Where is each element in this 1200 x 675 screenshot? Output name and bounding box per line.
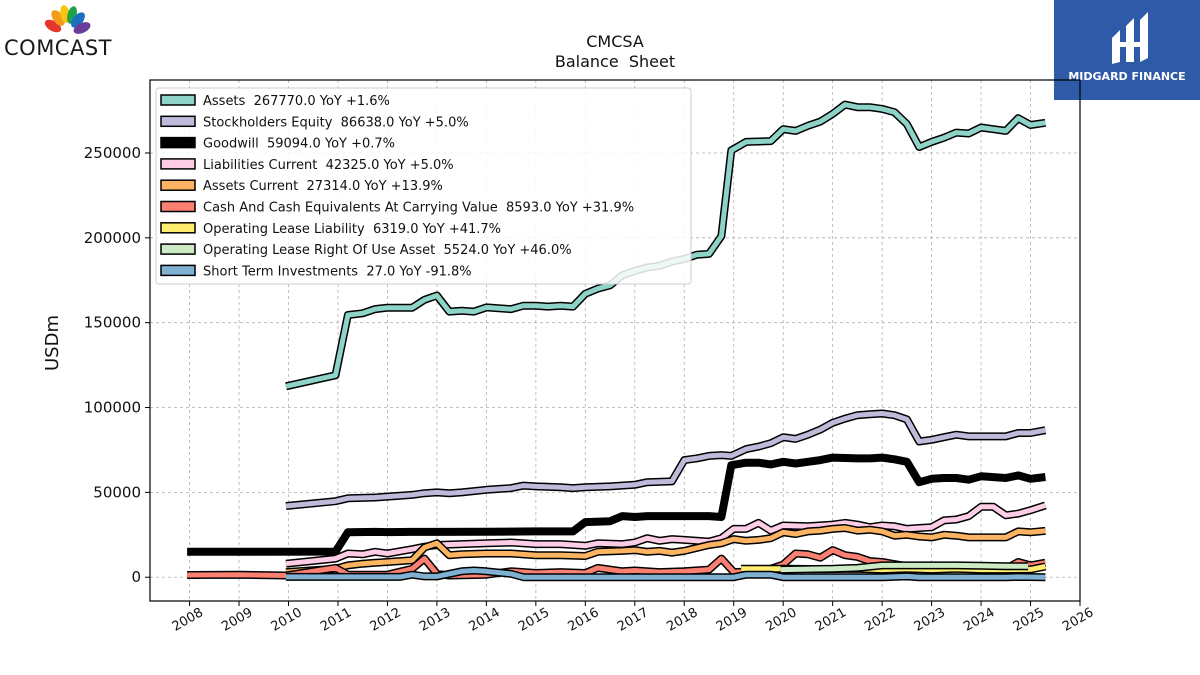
legend-swatch: [160, 94, 196, 106]
chart-title: CMCSA: [586, 32, 644, 51]
legend-swatch: [160, 136, 196, 149]
x-tick-label: 2024: [961, 605, 997, 635]
y-tick-label: 200000: [84, 229, 141, 247]
plot-frame: [149, 79, 1081, 602]
series-2: [187, 453, 1046, 556]
comcast-wordmark: COMCAST: [4, 36, 112, 60]
legend-label: Operating Lease Liability 6319.0 YoY +41…: [203, 222, 501, 237]
legend-swatch: [160, 222, 196, 234]
x-tick-label: 2018: [664, 605, 700, 635]
x-tick-label: 2014: [467, 605, 503, 635]
x-tick-label: 2025: [1011, 605, 1047, 635]
x-tick-label: 2020: [763, 605, 799, 635]
series-line: [285, 411, 1046, 509]
x-tick-label: 2022: [862, 605, 898, 635]
peacock-icon: [44, 5, 91, 34]
x-tick-label: 2026: [1060, 605, 1096, 635]
legend-label: Assets 267770.0 YoY +1.6%: [203, 94, 390, 109]
y-tick-label: 100000: [84, 399, 141, 417]
x-tick-label: 2023: [912, 605, 948, 635]
legend-label: Short Term Investments 27.0 YoY -91.8%: [203, 264, 472, 279]
y-tick-label: 0: [131, 568, 141, 586]
x-tick-label: 2019: [714, 605, 750, 635]
series-line: [780, 562, 1029, 573]
y-axis-ticks: 0 50000 100000 150000 200000 250000: [84, 144, 150, 586]
y-tick-label: 250000: [84, 144, 141, 162]
x-tick-label: 2013: [417, 605, 453, 635]
legend-label: Cash And Cash Equivalents At Carrying Va…: [203, 201, 634, 216]
series-line: [285, 525, 1046, 575]
comcast-logo: COMCAST: [4, 4, 134, 60]
legend-swatch: [160, 264, 196, 277]
chart-subtitle: Balance Sheet: [555, 52, 675, 71]
x-tick-label: 2011: [318, 605, 354, 635]
legend-swatch: [160, 115, 196, 128]
legend-label: Assets Current 27314.0 YoY +13.9%: [203, 179, 443, 194]
y-tick-label: 150000: [84, 314, 141, 332]
legend-swatch: [160, 158, 196, 170]
legend: Assets 267770.0 YoY +1.6% Stockholders Eq…: [155, 87, 692, 285]
legend-swatch: [160, 179, 196, 191]
midgard-emblem-icon: [1112, 12, 1148, 64]
series-1: [285, 409, 1047, 510]
legend-box: [155, 87, 692, 285]
legend-label: Stockholders Equity 86638.0 YoY +5.0%: [203, 115, 469, 130]
series-line: [187, 453, 1046, 556]
x-tick-label: 2012: [368, 605, 404, 635]
x-tick-label: 2015: [516, 605, 552, 635]
legend-swatch: [160, 243, 196, 255]
x-tick-label: 2009: [219, 605, 255, 635]
legend-label: Operating Lease Right Of Use Asset 5524.…: [203, 243, 572, 258]
x-tick-label: 2017: [615, 605, 651, 635]
legend-label: Liabilities Current 42325.0 YoY +5.0%: [203, 158, 454, 173]
x-tick-label: 2016: [565, 605, 601, 635]
series-line: [286, 568, 1046, 580]
x-tick-label: 2010: [269, 605, 305, 635]
x-tick-label: 2021: [813, 605, 849, 635]
legend-label: Goodwill 59094.0 YoY +0.7%: [203, 137, 395, 152]
x-axis-ticks: 2008 2009 2010 2011 2012 2013 2014 2015 2016 2017…: [170, 601, 1096, 635]
series-7: [780, 561, 1029, 574]
legend-swatch: [160, 200, 196, 213]
x-tick-label: 2008: [170, 605, 206, 635]
midgard-finance-text: MIDGARD FINANCE: [1068, 70, 1186, 83]
y-tick-label: 50000: [93, 483, 141, 501]
y-axis-label: USDm: [42, 315, 63, 371]
series-8: [286, 566, 1046, 582]
midgard-finance-logo: MIDGARD FINANCE: [1054, 0, 1200, 100]
series-4: [285, 524, 1046, 577]
